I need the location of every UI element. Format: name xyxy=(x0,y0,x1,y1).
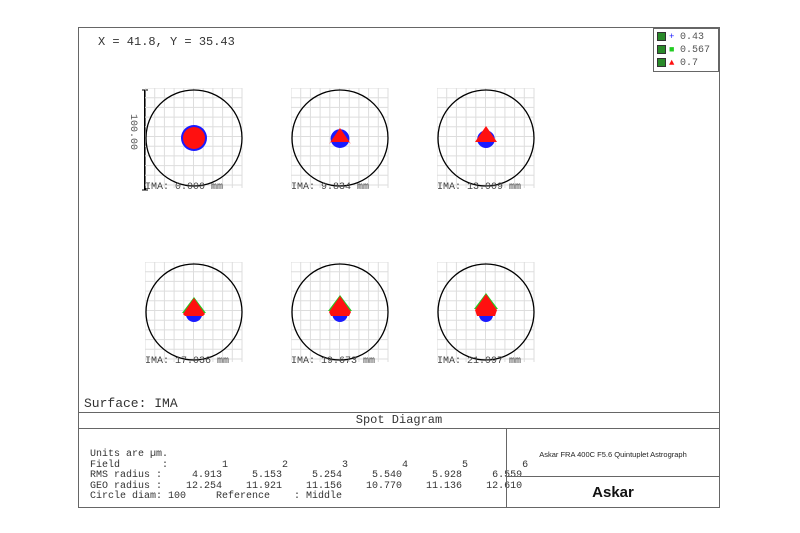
spot-red xyxy=(329,296,351,316)
field-label: IMA: 13.909 mm xyxy=(437,182,522,193)
legend: +0.43 ■ 0.567 ▲ 0.7 xyxy=(653,28,719,72)
spot-cell: IMA: 13.909 mm xyxy=(437,88,537,200)
legend-item[interactable]: ■ 0.567 xyxy=(657,44,715,57)
surface-label: Surface: IMA xyxy=(84,396,178,411)
airy-circle xyxy=(291,263,389,361)
plus-icon: + xyxy=(669,32,675,42)
spot-red xyxy=(183,127,205,149)
spot-cell: IMA: 17.036 mm xyxy=(145,262,245,374)
scale-label: 100.00 xyxy=(127,114,138,151)
spot-red xyxy=(475,126,497,142)
airy-circle xyxy=(145,263,243,361)
field-label: IMA: 21.997 mm xyxy=(437,356,522,367)
spot-red xyxy=(183,298,205,316)
project-title: Askar FRA 400C F5.6 Quintuplet Astrograp… xyxy=(539,450,687,459)
legend-item[interactable]: +0.43 xyxy=(657,31,715,44)
plot-frame xyxy=(78,27,720,508)
airy-circle xyxy=(437,89,535,187)
airy-circle xyxy=(291,89,389,187)
field-label: IMA: 19.673 mm xyxy=(291,356,376,367)
checkbox-icon[interactable] xyxy=(657,57,666,67)
divider xyxy=(78,412,720,413)
divider xyxy=(506,428,507,508)
checkbox-icon[interactable] xyxy=(657,31,666,41)
spot-cell: IMA: 9.834 mm xyxy=(291,88,391,200)
spot-red xyxy=(329,128,351,144)
field-label: IMA: 9.834 mm xyxy=(291,182,370,193)
square-icon: ■ xyxy=(669,45,675,55)
triangle-icon: ▲ xyxy=(669,58,675,68)
airy-circle xyxy=(437,263,535,361)
spot-cell: IMA: 0.000 mm xyxy=(145,88,245,200)
cursor-readout: X = 41.8, Y = 35.43 xyxy=(98,35,235,49)
spot-red xyxy=(475,294,497,316)
divider xyxy=(78,428,720,429)
checkbox-icon[interactable] xyxy=(657,44,666,54)
askar-logo: Askar xyxy=(592,484,634,501)
stats-block: Units are µm. Field : 1 2 3 4 5 6 RMS radi… xyxy=(90,449,529,502)
spot-cell: IMA: 19.673 mm xyxy=(291,262,391,374)
airy-circle xyxy=(145,89,243,187)
spot-cell: IMA: 21.997 mm xyxy=(437,262,537,374)
field-label: IMA: 17.036 mm xyxy=(145,356,230,367)
field-label: IMA: 0.000 mm xyxy=(145,182,224,193)
divider xyxy=(506,476,720,477)
diagram-title: Spot Diagram xyxy=(355,413,443,427)
legend-item[interactable]: ▲ 0.7 xyxy=(657,57,715,70)
